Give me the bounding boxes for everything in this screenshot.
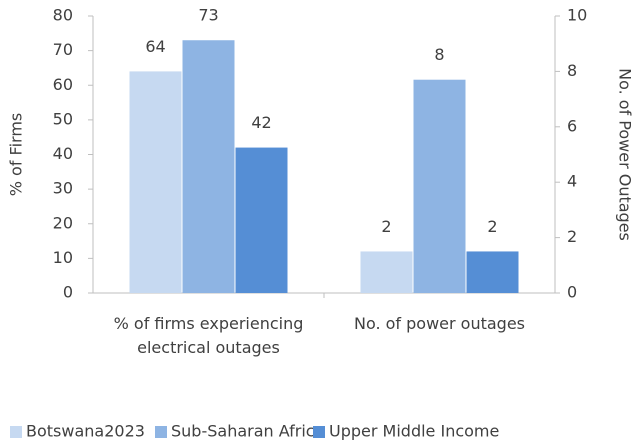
y-tick-label: 80 xyxy=(53,6,73,25)
legend-label: Botswana2023 xyxy=(26,422,145,441)
y-axis-label: % of Firms xyxy=(7,113,26,197)
bar xyxy=(235,147,288,293)
y-tick-label: 10 xyxy=(53,248,73,267)
legend-label: Upper Middle Income xyxy=(329,422,499,441)
y-tick-label: 60 xyxy=(53,75,73,94)
legend-swatch xyxy=(313,426,325,438)
value-label: 73 xyxy=(198,6,218,25)
y2-tick-label: 8 xyxy=(567,61,577,80)
y2-axis-label: No. of Power Outages xyxy=(616,68,635,241)
bar xyxy=(360,251,413,293)
value-label: 64 xyxy=(145,37,165,56)
x-tick-label: No. of power outages xyxy=(353,314,526,333)
y2-tick-label: 0 xyxy=(567,283,577,302)
y-tick-label: 30 xyxy=(53,179,73,198)
y-tick-label: 40 xyxy=(53,144,73,163)
bar xyxy=(129,71,182,294)
bar xyxy=(413,79,466,294)
y-tick-label: 50 xyxy=(53,109,73,128)
y2-tick-label: 6 xyxy=(567,116,577,135)
legend-label: Sub-Saharan Africa xyxy=(171,422,324,441)
y2-tick-label: 2 xyxy=(567,227,577,246)
value-label: 2 xyxy=(487,217,497,236)
y-tick-label: 70 xyxy=(53,40,73,59)
value-label: 8 xyxy=(434,45,444,64)
y-tick-label: 20 xyxy=(53,213,73,232)
y2-tick-label: 4 xyxy=(567,172,577,191)
value-label: 42 xyxy=(251,113,271,132)
legend-swatch xyxy=(155,426,167,438)
x-tick-label: % of firms experiencing electrical outag… xyxy=(113,314,304,357)
value-label: 2 xyxy=(381,217,391,236)
bar xyxy=(182,40,235,293)
legend-swatch xyxy=(10,426,22,438)
bar xyxy=(466,251,519,293)
y-tick-label: 0 xyxy=(63,283,73,302)
y2-tick-label: 10 xyxy=(567,6,587,25)
